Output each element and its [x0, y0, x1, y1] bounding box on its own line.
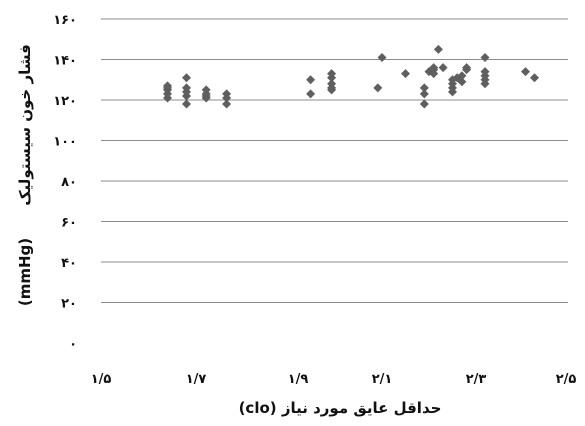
data-point-29 — [419, 83, 429, 93]
y-tick-label-60: ۶۰ — [61, 216, 77, 231]
data-point-21 — [327, 79, 337, 89]
data-point-17 — [306, 89, 316, 99]
data-point-41 — [457, 77, 467, 87]
data-point-23 — [327, 69, 337, 79]
data-point-9 — [182, 87, 191, 97]
y-tick-label-140: ۱۴۰ — [53, 54, 77, 69]
data-point-27 — [419, 99, 429, 109]
data-point-50 — [521, 67, 530, 77]
gridlines — [101, 18, 568, 303]
x-tick-label-1-5: ۱/۵ — [91, 372, 112, 387]
x-tick-label-2-3: ۲/۳ — [466, 372, 487, 387]
x-tick-label-2-5: ۲/۵ — [556, 372, 577, 387]
data-point-42 — [457, 71, 467, 81]
y-axis-title: فشار خون سیستولیک — [16, 44, 34, 206]
y-axis-unit: (mmHg) — [16, 238, 34, 306]
data-point-26 — [401, 69, 410, 79]
y-tick-label-100: ۱۰۰ — [53, 135, 77, 150]
data-points — [163, 44, 539, 109]
data-point-51 — [530, 73, 539, 83]
data-point-5 — [182, 99, 191, 109]
data-point-44 — [462, 63, 472, 73]
y-tick-label-80: ۸۰ — [61, 175, 77, 190]
x-tick-label-2-1: ۲/۱ — [372, 372, 393, 387]
x-axis-title: حداقل عایق مورد نیاز (clo) — [239, 399, 442, 417]
x-tick-label-1-7: ۱/۷ — [186, 372, 207, 387]
data-point-12 — [201, 85, 211, 95]
y-tick-label-120: ۱۲۰ — [53, 94, 77, 109]
data-point-18 — [306, 75, 316, 85]
data-point-16 — [222, 89, 232, 99]
y-tick-label-0: ۰ — [69, 337, 77, 352]
data-point-8 — [182, 73, 191, 83]
x-tick-label-1-9: ۱/۹ — [288, 372, 309, 387]
y-tick-label-20: ۲۰ — [61, 297, 77, 312]
data-point-35 — [438, 63, 448, 73]
data-point-49 — [480, 52, 490, 62]
data-point-34 — [433, 44, 443, 54]
data-point-25 — [377, 52, 387, 62]
data-point-13 — [201, 91, 211, 101]
y-tick-label-40: ۴۰ — [61, 256, 77, 271]
data-point-28 — [419, 89, 429, 99]
data-point-24 — [373, 83, 383, 93]
data-point-14 — [222, 99, 232, 109]
y-tick-labels: ۰ ۲۰ ۴۰ ۶۰ ۸۰ ۱۰۰ ۱۲۰ ۱۴۰ ۱۶۰ — [53, 13, 77, 352]
data-point-33 — [429, 65, 439, 75]
data-point-48 — [480, 67, 490, 77]
y-tick-label-160: ۱۶۰ — [53, 13, 77, 28]
data-point-4 — [163, 81, 172, 91]
x-tick-labels: ۱/۵ ۱/۷ ۱/۹ ۲/۱ ۲/۳ ۲/۵ — [91, 372, 577, 387]
